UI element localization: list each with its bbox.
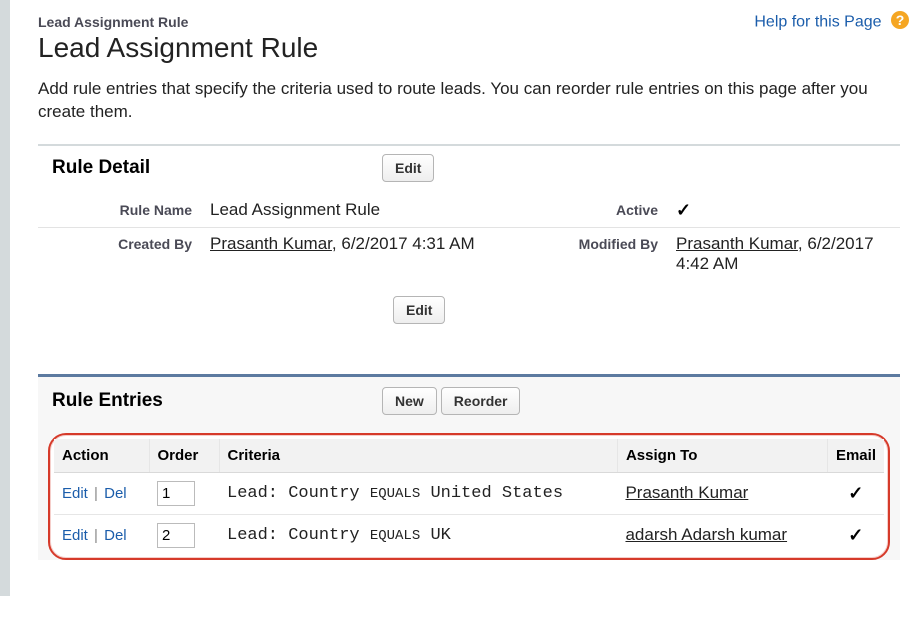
- rule-detail-grid: Rule Name Lead Assignment Rule Active ✓ …: [38, 190, 900, 290]
- svg-text:?: ?: [896, 12, 905, 28]
- assign-to-link[interactable]: adarsh Adarsh kumar: [625, 525, 787, 544]
- table-row: Edit | Del Lead: Country EQUALS United S…: [54, 472, 884, 514]
- check-icon: ✓: [676, 200, 691, 220]
- value-created-by: Prasanth Kumar, 6/2/2017 4:31 AM: [206, 228, 506, 280]
- del-link[interactable]: Del: [104, 485, 127, 502]
- edit-link[interactable]: Edit: [62, 485, 88, 502]
- del-link[interactable]: Del: [104, 527, 127, 544]
- col-criteria: Criteria: [219, 439, 617, 473]
- value-modified-by: Prasanth Kumar, 6/2/2017 4:42 AM: [672, 228, 900, 280]
- edit-link[interactable]: Edit: [62, 527, 88, 544]
- new-button[interactable]: New: [382, 387, 437, 415]
- col-action: Action: [54, 439, 149, 473]
- entries-table-highlight: Action Order Criteria Assign To Email Ed…: [48, 433, 890, 560]
- modified-by-name[interactable]: Prasanth Kumar: [676, 234, 798, 253]
- rule-detail-heading: Rule Detail: [52, 157, 382, 179]
- order-input[interactable]: [157, 481, 195, 506]
- col-order: Order: [149, 439, 219, 473]
- page-description: Add rule entries that specify the criter…: [38, 78, 900, 124]
- rule-detail-header: Rule Detail Edit: [38, 144, 900, 190]
- value-rule-name: Lead Assignment Rule: [206, 194, 506, 227]
- edit-button[interactable]: Edit: [382, 154, 434, 182]
- help-icon: ?: [890, 10, 910, 35]
- label-rule-name: Rule Name: [38, 194, 198, 227]
- label-created-by: Created By: [38, 228, 198, 280]
- reorder-button[interactable]: Reorder: [441, 387, 521, 415]
- order-input[interactable]: [157, 523, 195, 548]
- edit-button-bottom[interactable]: Edit: [393, 296, 445, 324]
- label-active: Active: [514, 194, 664, 227]
- page-title: Lead Assignment Rule: [38, 32, 900, 64]
- created-by-when: 6/2/2017 4:31 AM: [341, 234, 474, 253]
- label-modified-by: Modified By: [514, 228, 664, 280]
- help-link[interactable]: Help for this Page ?: [754, 10, 910, 35]
- created-by-name[interactable]: Prasanth Kumar: [210, 234, 332, 253]
- value-active: ✓: [672, 194, 900, 227]
- criteria-cell: Lead: Country EQUALS United States: [219, 472, 617, 514]
- col-assign-to: Assign To: [617, 439, 827, 473]
- assign-to-link[interactable]: Prasanth Kumar: [625, 483, 748, 502]
- table-row: Edit | Del Lead: Country EQUALS UK adars…: [54, 514, 884, 556]
- entries-table: Action Order Criteria Assign To Email Ed…: [54, 439, 884, 556]
- rule-entries-heading: Rule Entries: [52, 390, 382, 412]
- check-icon: ✓: [848, 525, 863, 545]
- check-icon: ✓: [848, 483, 863, 503]
- col-email: Email: [827, 439, 884, 473]
- rule-entries-section: Rule Entries New Reorder Action Order Cr…: [38, 374, 900, 560]
- criteria-cell: Lead: Country EQUALS UK: [219, 514, 617, 556]
- help-link-label: Help for this Page: [754, 14, 881, 31]
